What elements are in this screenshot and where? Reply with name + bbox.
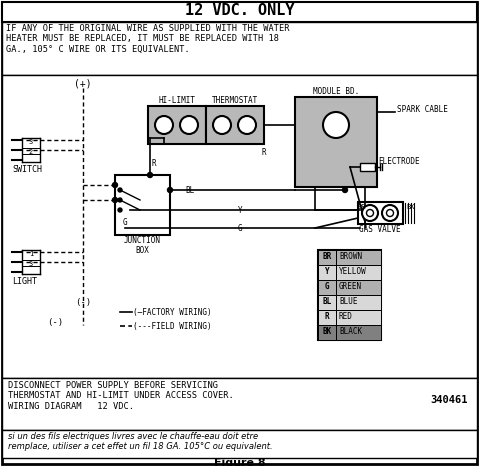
Circle shape (323, 112, 349, 138)
Circle shape (366, 210, 374, 217)
Text: GAS VALVE: GAS VALVE (359, 225, 401, 234)
Circle shape (342, 187, 347, 192)
Bar (318, 310, 336, 325)
Text: BL: BL (322, 297, 331, 306)
Bar (2, 378, 477, 430)
Bar (318, 295, 336, 310)
Text: BROWN: BROWN (339, 252, 362, 261)
Text: 1: 1 (29, 251, 33, 257)
Bar (318, 325, 336, 340)
Text: 2: 2 (29, 149, 33, 155)
Text: BLACK: BLACK (339, 327, 362, 336)
Text: JUNCTION
BOX: JUNCTION BOX (124, 236, 160, 255)
Circle shape (148, 172, 152, 178)
Text: 3: 3 (29, 139, 33, 145)
Circle shape (113, 183, 117, 187)
Circle shape (180, 116, 198, 134)
Circle shape (387, 210, 394, 217)
Bar (336, 310, 381, 325)
Text: 12 VDC. ONLY: 12 VDC. ONLY (185, 3, 295, 18)
Text: (-): (-) (75, 298, 91, 307)
Text: ELECTRODE: ELECTRODE (378, 157, 420, 166)
Text: SPARK CABLE: SPARK CABLE (397, 104, 448, 114)
Circle shape (113, 198, 117, 203)
Circle shape (168, 187, 172, 192)
Text: R: R (262, 148, 266, 157)
Text: R: R (325, 312, 329, 321)
Text: Y: Y (238, 206, 242, 215)
Text: (+): (+) (74, 79, 92, 89)
Bar (318, 250, 381, 340)
Circle shape (362, 205, 378, 221)
Text: BL: BL (185, 186, 194, 195)
Text: SWITCH: SWITCH (12, 165, 42, 174)
Circle shape (213, 116, 231, 134)
Circle shape (382, 205, 398, 221)
Text: Figure 8: Figure 8 (214, 458, 266, 466)
Text: BK: BK (406, 204, 414, 210)
Text: si un des fils electriques livres avec le chauffe-eau doit etre
remplace, utilis: si un des fils electriques livres avec l… (8, 432, 273, 452)
Circle shape (118, 208, 122, 212)
Bar (336, 280, 381, 295)
Circle shape (118, 188, 122, 192)
Bar (2, 430, 477, 458)
Text: BR: BR (357, 204, 365, 210)
Circle shape (118, 198, 122, 202)
Text: HI-LIMIT: HI-LIMIT (159, 96, 195, 105)
Text: BR: BR (322, 252, 331, 261)
Bar (318, 250, 336, 265)
Bar (295, 97, 377, 187)
Text: IF ANY OF THE ORIGINAL WIRE AS SUPPLIED WITH THE WATER
HEATER MUST BE REPLACED, : IF ANY OF THE ORIGINAL WIRE AS SUPPLIED … (6, 24, 289, 54)
Text: G: G (325, 282, 329, 291)
Text: GREEN: GREEN (339, 282, 362, 291)
Text: YELLOW: YELLOW (339, 267, 367, 276)
Bar (336, 250, 381, 265)
Bar (336, 265, 381, 280)
Text: RED: RED (339, 312, 353, 321)
Text: 340461: 340461 (431, 395, 468, 405)
Text: R: R (152, 158, 157, 167)
Circle shape (238, 116, 256, 134)
Text: DISCONNECT POWER SUPPLY BEFORE SERVICING
THERMOSTAT AND HI-LIMIT UNDER ACCESS CO: DISCONNECT POWER SUPPLY BEFORE SERVICING… (8, 381, 234, 411)
Bar (336, 295, 381, 310)
Bar (2, 22, 477, 75)
Bar (2, 2, 477, 22)
Text: 3: 3 (29, 261, 33, 267)
Bar (206, 106, 264, 144)
Circle shape (155, 116, 173, 134)
Bar (148, 106, 206, 144)
Text: (---FIELD WIRING): (---FIELD WIRING) (133, 322, 212, 331)
Bar (2, 75, 477, 378)
Text: (-): (-) (47, 318, 63, 327)
Text: G: G (238, 224, 242, 233)
Text: LIGHT: LIGHT (12, 277, 37, 286)
Bar (318, 280, 336, 295)
Text: Y: Y (325, 267, 329, 276)
Text: G: G (123, 218, 127, 227)
Bar (336, 325, 381, 340)
Text: BLUE: BLUE (339, 297, 357, 306)
Bar (115, 175, 170, 235)
Text: BK: BK (322, 327, 331, 336)
Bar (358, 202, 403, 224)
Text: (—FACTORY WIRING): (—FACTORY WIRING) (133, 308, 212, 317)
Bar (360, 163, 375, 171)
Text: THERMOSTAT: THERMOSTAT (212, 96, 258, 105)
Bar (318, 265, 336, 280)
Text: MODULE BD.: MODULE BD. (313, 87, 359, 96)
